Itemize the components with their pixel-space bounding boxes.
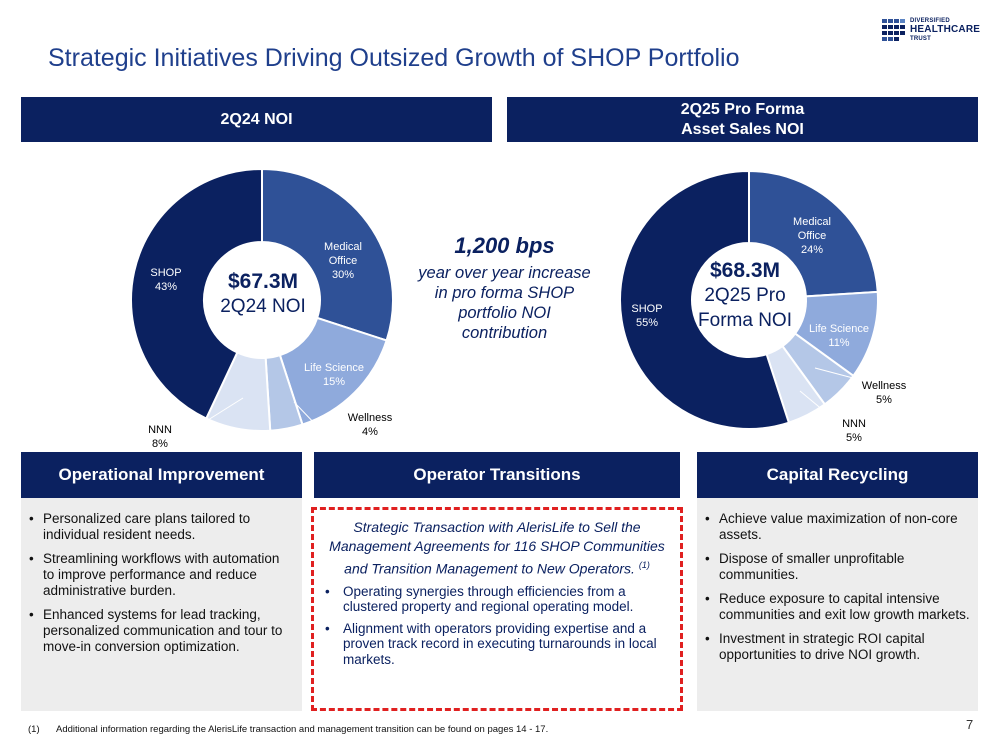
- operational-panel: Personalized care plans tailored to indi…: [21, 498, 302, 711]
- capital-header-text: Capital Recycling: [766, 465, 909, 484]
- operator-intro-text: Strategic Transaction with AlerisLife to…: [329, 519, 665, 577]
- logo-text-trust: TRUST: [910, 36, 931, 42]
- page-number: 7: [966, 717, 974, 732]
- leader-line-nnn: [799, 390, 837, 422]
- capital-bullet: Investment in strategic ROI capital oppo…: [697, 631, 970, 663]
- left-donut-center-value: $67.3M: [227, 270, 299, 293]
- footnote-text: Additional information regarding the Ale…: [56, 724, 549, 735]
- donut-slice-medical-office: [748, 169, 879, 298]
- logo-text-healthcare: HEALTHCARE: [910, 24, 981, 35]
- right-donut-center-caption-2: Forma NOI: [698, 310, 792, 331]
- capital-bullet: Achieve value maximization of non-core a…: [697, 511, 970, 543]
- donut-slice-medical-office: [261, 167, 394, 342]
- donut-2q25: Medical Office 24% Life Science 11% Wellness 5…: [619, 169, 907, 444]
- logo-text-diversified: DIVERSIFIED: [910, 18, 950, 24]
- growth-desc-3: portfolio NOI: [458, 304, 551, 322]
- leader-line-nnn: [207, 397, 244, 421]
- slice-label-shop: SHOP 43%: [150, 267, 181, 293]
- right-chart-header-line1: 2Q25 Pro Forma: [680, 100, 805, 118]
- right-donut-center-label: $68.3M 2Q25 Pro Forma NOI: [685, 259, 805, 333]
- logo-mark-icon: [882, 19, 905, 41]
- footnote: (1) Additional information regarding the …: [28, 724, 548, 735]
- donut-2q24: Medical Office 30% Life Science 15% Wellness 4…: [130, 167, 394, 450]
- leader-line-wellness: [293, 401, 319, 428]
- operational-header: Operational Improvement: [21, 452, 302, 498]
- capital-panel: Achieve value maximization of non-core a…: [697, 498, 978, 711]
- slice-label-life-science: Life Science 11%: [809, 323, 869, 349]
- slice-label-life-science: Life Science 15%: [304, 362, 364, 388]
- slice-label-medical-office: Medical Office 30%: [324, 241, 362, 281]
- growth-desc-4: contribution: [461, 324, 548, 342]
- growth-bps: 1,200 bps: [454, 233, 555, 258]
- capital-list: Achieve value maximization of non-core a…: [697, 511, 970, 663]
- operator-transaction-box: Strategic Transaction with AlerisLife to…: [311, 507, 683, 711]
- operator-header-text: Operator Transitions: [413, 465, 581, 484]
- leader-line-wellness: [814, 367, 854, 379]
- operator-list: Operating synergies through efficiencies…: [314, 584, 680, 668]
- slice-label-nnn: NNN 8%: [148, 424, 172, 450]
- growth-callout: 1,200 bps year over year increase in pro…: [402, 233, 607, 343]
- right-chart-header-line2: Asset Sales NOI: [681, 120, 804, 138]
- slice-label-wellness: Wellness 5%: [862, 380, 907, 406]
- donut-charts: Medical Office 30% Life Science 15% Wellness 4…: [130, 167, 907, 450]
- operator-bullet: Alignment with operators providing exper…: [314, 621, 680, 668]
- slice-label-medical-office: Medical Office 24%: [793, 216, 831, 256]
- operator-header: Operator Transitions: [314, 452, 680, 498]
- left-chart-header: 2Q24 NOI: [21, 97, 492, 142]
- operational-header-text: Operational Improvement: [58, 465, 265, 484]
- slice-label-nnn: NNN 5%: [842, 418, 866, 444]
- slice-label-shop: SHOP 55%: [631, 303, 662, 329]
- operator-intro-footnote-ref: (1): [638, 560, 650, 570]
- operational-bullet: Enhanced systems for lead tracking, pers…: [21, 607, 294, 655]
- right-donut-center-value: $68.3M: [709, 259, 781, 282]
- operator-intro: Strategic Transaction with AlerisLife to…: [324, 518, 670, 579]
- left-donut-center-label: $67.3M 2Q24 NOI: [198, 270, 328, 319]
- operational-list: Personalized care plans tailored to indi…: [21, 511, 294, 655]
- slice-label-wellness: Wellness 4%: [348, 412, 393, 438]
- capital-bullet: Reduce exposure to capital intensive com…: [697, 591, 970, 623]
- donut-slice-shop: [130, 167, 263, 420]
- left-chart-header-text: 2Q24 NOI: [220, 110, 293, 128]
- operational-bullet: Personalized care plans tailored to indi…: [21, 511, 294, 543]
- operator-bullet: Operating synergies through efficiencies…: [314, 584, 680, 615]
- capital-bullet: Dispose of smaller unprofitable communit…: [697, 551, 970, 583]
- footnote-number: (1): [28, 724, 40, 735]
- left-donut-center-caption: 2Q24 NOI: [220, 296, 306, 317]
- capital-header: Capital Recycling: [697, 452, 978, 498]
- growth-desc-2: in pro forma SHOP: [434, 284, 575, 302]
- company-logo: DIVERSIFIED HEALTHCARE TRUST: [882, 18, 982, 50]
- right-chart-header: 2Q25 Pro Forma Asset Sales NOI: [507, 97, 978, 142]
- growth-desc-1: year over year increase: [418, 264, 591, 282]
- operational-bullet: Streamlining workflows with automation t…: [21, 551, 294, 599]
- donut-slice-shop: [619, 169, 791, 430]
- page-title: Strategic Initiatives Driving Outsized G…: [48, 44, 740, 72]
- right-donut-center-caption-1: 2Q25 Pro: [704, 285, 786, 306]
